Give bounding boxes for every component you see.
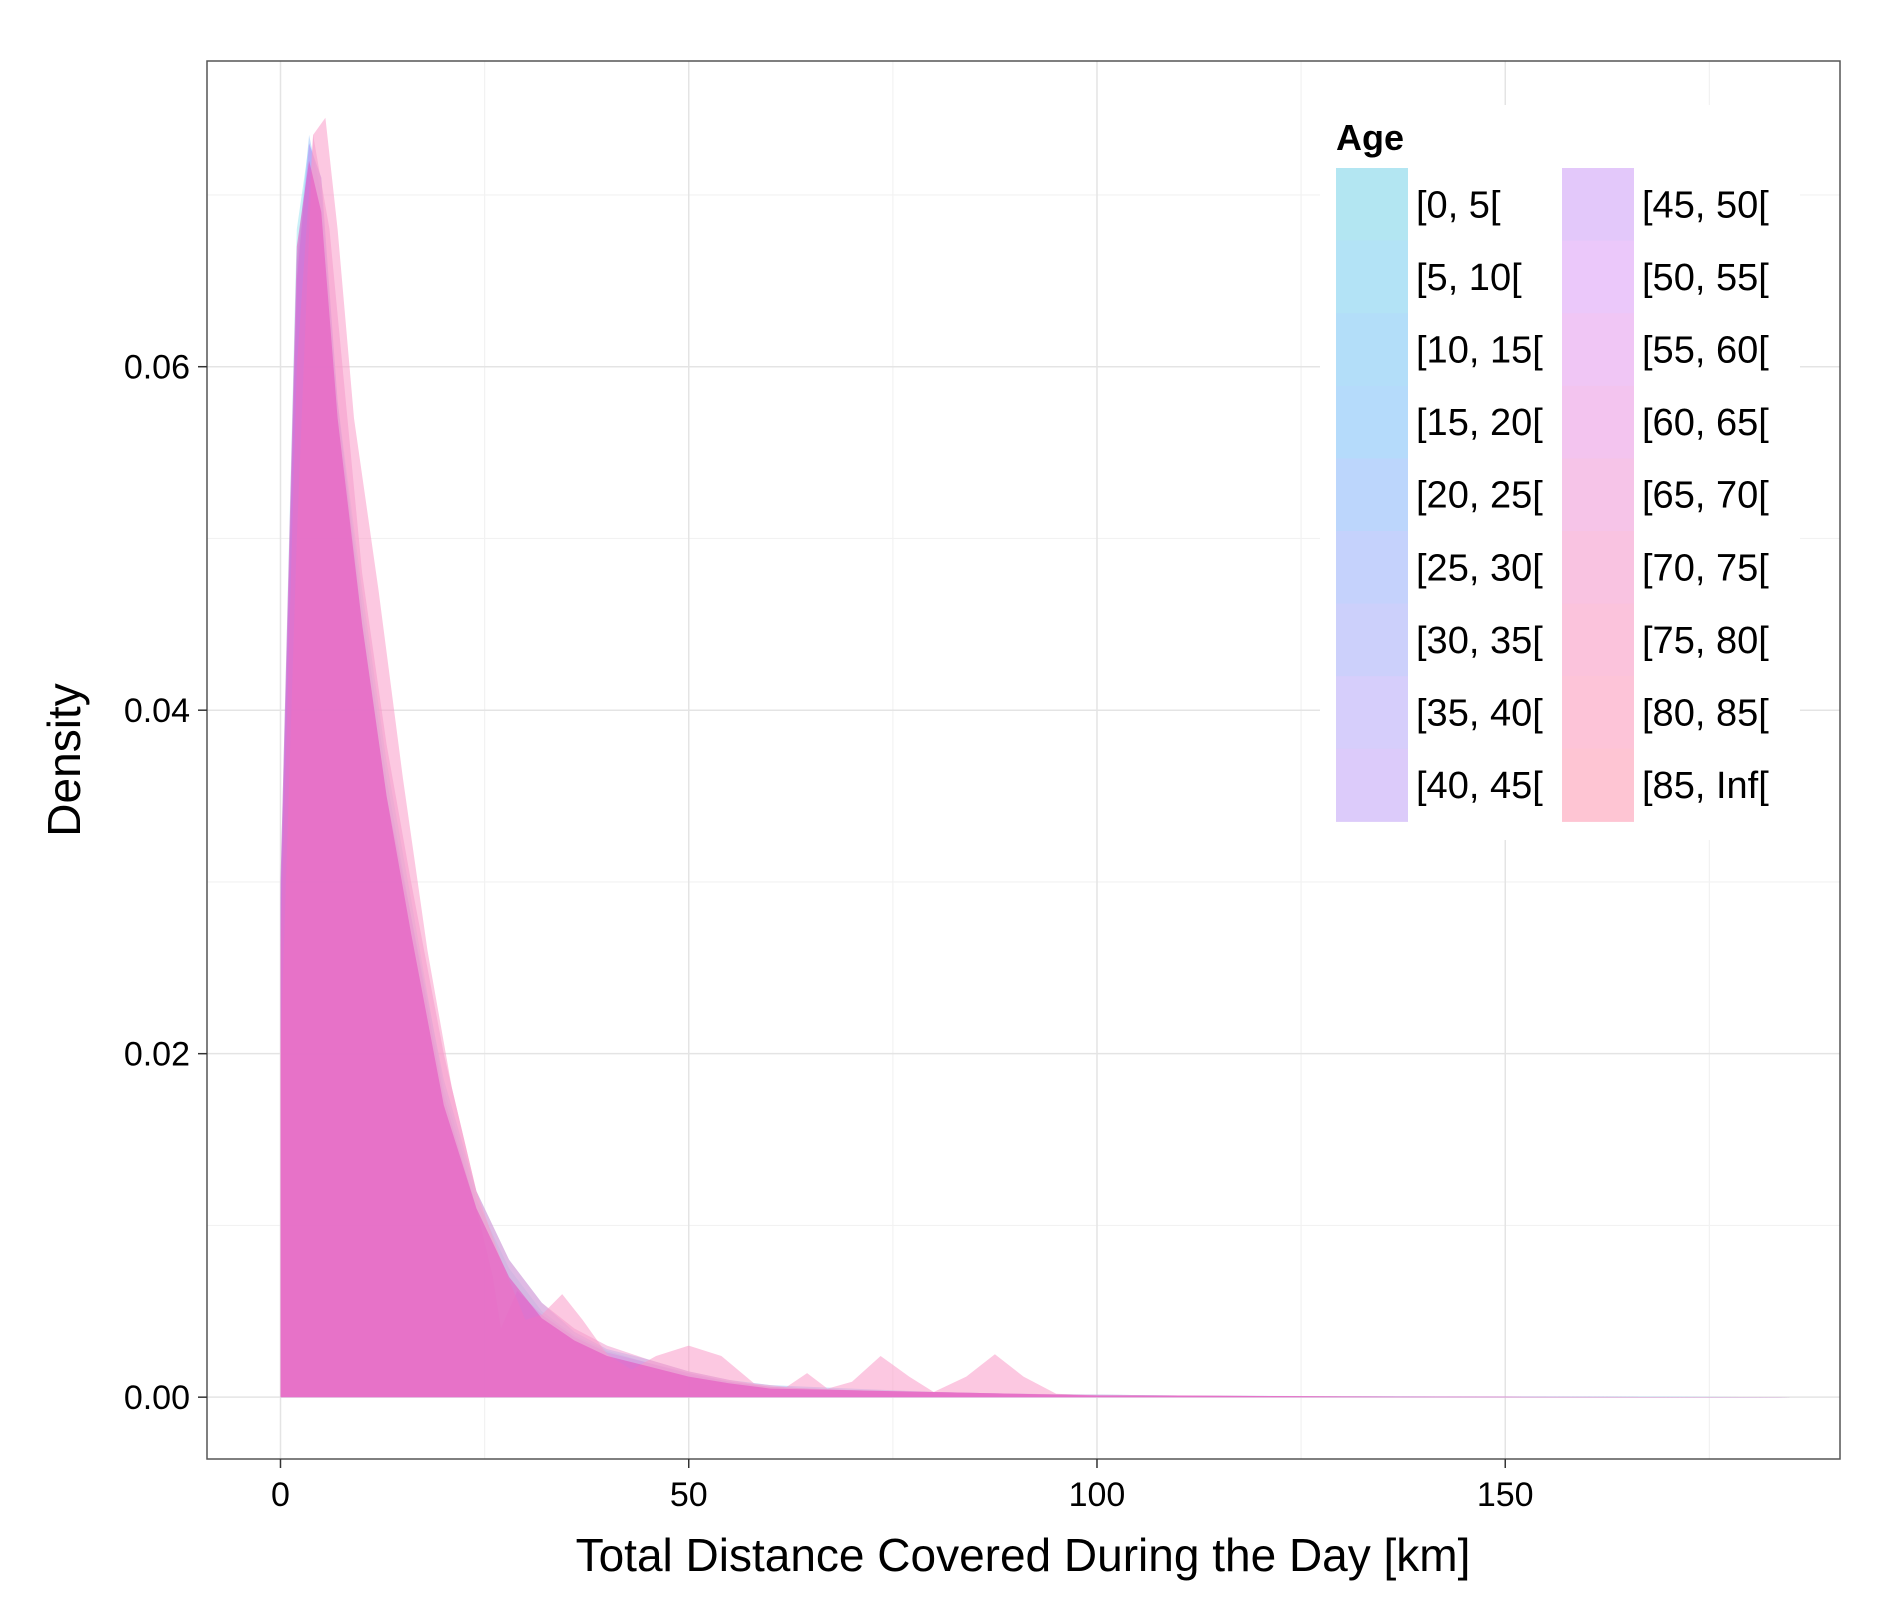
x-tick-label: 150 xyxy=(1477,1476,1534,1514)
legend-label: [20, 25[ xyxy=(1416,475,1543,517)
legend-label: [5, 10[ xyxy=(1416,257,1522,299)
legend-key xyxy=(1336,676,1408,750)
legend-label: [30, 35[ xyxy=(1416,620,1543,662)
legend-label: [15, 20[ xyxy=(1416,402,1543,444)
legend-key xyxy=(1562,676,1634,750)
legend-label: [0, 5[ xyxy=(1416,184,1501,226)
x-tick-label: 100 xyxy=(1069,1476,1126,1514)
legend-label: [85, Inf[ xyxy=(1642,765,1769,807)
panel-border xyxy=(206,60,1841,1460)
x-tick-label: 50 xyxy=(670,1476,708,1514)
density-series xyxy=(280,117,1791,1398)
legend-label: [55, 60[ xyxy=(1642,330,1769,372)
density-area xyxy=(280,160,1791,1398)
legend-label: [35, 40[ xyxy=(1416,693,1543,735)
legend-label: [40, 45[ xyxy=(1416,765,1543,807)
legend-key xyxy=(1336,748,1408,822)
legend-key xyxy=(1336,313,1408,387)
legend-key xyxy=(1562,168,1634,242)
legend-label: [45, 50[ xyxy=(1642,184,1769,226)
legend-label: [70, 75[ xyxy=(1642,547,1769,589)
legend-key xyxy=(1336,385,1408,459)
legend-label: [80, 85[ xyxy=(1642,693,1769,735)
legend-label: [10, 15[ xyxy=(1416,330,1543,372)
legend: Age [0, 5[ [5, 10[ [10, 15[ [15, 20[ [20, 25… xyxy=(1320,105,1800,840)
legend-key xyxy=(1562,531,1634,605)
legend-key xyxy=(1562,603,1634,677)
legend-key xyxy=(1336,240,1408,314)
x-axis-title: Total Distance Covered During the Day [k… xyxy=(576,1529,1471,1581)
legend-title: Age xyxy=(1336,117,1404,158)
legend-key xyxy=(1562,385,1634,459)
y-tick-label: 0.00 xyxy=(124,1379,190,1417)
legend-label: [50, 55[ xyxy=(1642,257,1769,299)
axes: 0 50 100 150 0.00 0.02 0.04 0.06 xyxy=(124,349,1534,1514)
legend-label: [25, 30[ xyxy=(1416,547,1543,589)
y-axis-title: Density xyxy=(38,683,90,836)
legend-key xyxy=(1336,168,1408,242)
legend-label: [65, 70[ xyxy=(1642,475,1769,517)
legend-key xyxy=(1562,748,1634,822)
legend-key xyxy=(1562,313,1634,387)
legend-label: [75, 80[ xyxy=(1642,620,1769,662)
legend-key xyxy=(1562,240,1634,314)
legend-key xyxy=(1562,458,1634,532)
legend-key xyxy=(1336,603,1408,677)
legend-key xyxy=(1336,458,1408,532)
y-tick-label: 0.06 xyxy=(124,349,190,387)
y-tick-label: 0.04 xyxy=(124,692,190,730)
legend-key xyxy=(1336,531,1408,605)
x-tick-label: 0 xyxy=(271,1476,290,1514)
y-tick-label: 0.02 xyxy=(124,1036,190,1074)
legend-label: [60, 65[ xyxy=(1642,402,1769,444)
